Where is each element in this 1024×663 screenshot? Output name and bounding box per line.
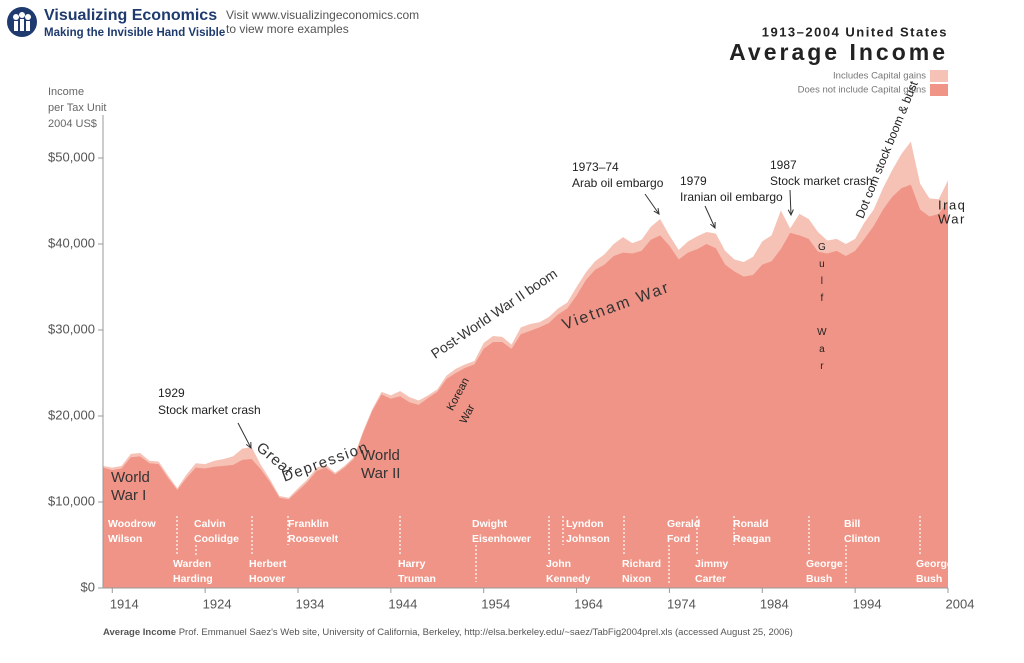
annotation: 1979 [680,174,707,188]
x-tick-label: 1964 [574,596,603,611]
y-tick-label: $40,000 [48,235,95,250]
president-label: Eisenhower [472,533,531,545]
source-text: Prof. Emmanuel Saez's Web site, Universi… [179,627,793,638]
president-label: Ford [667,533,690,545]
president-label: Hoover [249,573,285,585]
annotation: War I [111,487,146,504]
arrow [704,205,716,229]
y-axis-label: Income [48,86,84,98]
president-label: George W [916,558,966,570]
annotation: War II [361,465,400,482]
president-label: Harry [398,558,426,570]
y-tick-label: $0 [81,579,95,594]
president-label: John [546,558,571,570]
president-label: Carter [695,573,726,585]
president-label: Roosevelt [288,533,339,545]
president-label: Coolidge [194,533,239,545]
president-label: Bush [806,573,832,585]
president-label: Franklin [288,518,329,530]
source-label: Average Income [103,627,176,638]
president-label: Jimmy [695,558,728,570]
president-label: Herbert [249,558,287,570]
president-label: Bill [844,518,860,530]
visit-text: to view more examples [226,22,349,36]
president-label: George [806,558,843,570]
annotation: 1929 [158,386,185,400]
president-label: Truman [398,573,436,585]
x-tick-label: 2004 [946,596,975,611]
y-tick-label: $10,000 [48,493,95,508]
x-tick-label: 1974 [667,596,696,611]
chart-title: Average Income [729,39,948,65]
x-tick-label: 1924 [203,596,232,611]
x-tick-label: 1984 [760,596,789,611]
y-tick-label: $50,000 [48,149,95,164]
president-label: Clinton [844,533,880,545]
president-label: Lyndon [566,518,604,530]
area [103,184,948,588]
arrow [237,422,252,449]
arrow-head [245,441,252,450]
president-label: Bush [916,573,942,585]
y-axis-label: per Tax Unit [48,102,107,114]
chart-subtitle: 1913–2004 United States [762,24,948,39]
president-label: Reagan [733,533,771,545]
arrow [644,193,660,215]
legend-label: Does not include Capital gains [798,85,927,96]
annotation: Iraq [938,197,966,212]
annotation: World [361,447,400,464]
annotation: Iranian oil embargo [680,190,783,204]
president-label: Dwight [472,518,507,530]
x-tick-label: 1934 [296,596,325,611]
president-label: Kennedy [546,573,591,585]
president-label: Harding [173,573,213,585]
president-label: Ronald [733,518,769,530]
arrow [789,189,792,216]
president-label: Warden [173,558,211,570]
president-label: Johnson [566,533,610,545]
source: Average Income Prof. Emmanuel Saez's Web… [103,627,793,638]
president-label: Woodrow [108,518,156,530]
president-label: Calvin [194,518,226,530]
x-tick-label: 1954 [481,596,510,611]
y-axis-label: 2004 US$ [48,118,97,130]
legend-label: Includes Capital gains [833,71,926,82]
annotation: 1973–74 [572,160,619,174]
annotation: War [938,211,966,226]
annotation: World [111,469,150,486]
arrow-head [787,209,794,217]
annotation: Gulf War [816,242,827,378]
visit-text: Visit www.visualizingeconomics.com [226,8,419,22]
annotation: Stock market crash [158,403,261,417]
president-label: Wilson [108,533,142,545]
annotation: 1987 [770,158,797,172]
logo-title: Visualizing Economics [44,7,217,24]
x-tick-label: 1944 [388,596,417,611]
president-label: Richard [622,558,661,570]
president-label: Nixon [622,573,651,585]
legend-swatch [930,84,948,96]
logo-icon [7,7,37,37]
annotation: Stock market crash [770,174,873,188]
arrow-head [710,221,716,230]
president-label: Gerald [667,518,700,530]
annotation: Arab oil embargo [572,176,664,190]
arrow-head [653,207,660,215]
logo-subtitle: Making the Invisible Hand Visible [44,27,225,39]
x-tick-label: 1914 [110,596,139,611]
legend-swatch [930,70,948,82]
y-tick-label: $30,000 [48,321,95,336]
x-tick-label: 1994 [853,596,882,611]
y-tick-label: $20,000 [48,407,95,422]
